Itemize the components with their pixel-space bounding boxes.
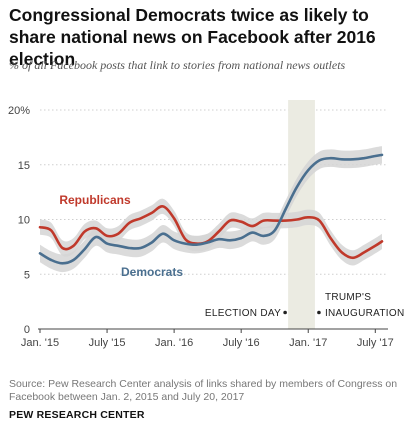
annotation-inauguration: INAUGURATION xyxy=(325,308,405,319)
election-day-marker xyxy=(283,310,287,315)
x-tick-label: Jan. '16 xyxy=(155,337,193,349)
x-tick-label: Jan. '15 xyxy=(21,337,59,349)
y-axis-ticks: 0 5 10 15 20% xyxy=(8,105,30,336)
y-tick-label: 0 xyxy=(24,324,30,336)
series-line xyxy=(38,153,384,265)
democrats-label: Democrats xyxy=(121,265,183,279)
confidence-bands xyxy=(40,146,382,273)
x-tick-label: Jan. '17 xyxy=(289,337,327,349)
source-note: Source: Pew Research Center analysis of … xyxy=(9,378,398,403)
brand-footer: PEW RESEARCH CENTER xyxy=(9,409,145,421)
chart-subtitle: % of all Facebook posts that link to sto… xyxy=(9,58,346,72)
annotation-election-day: ELECTION DAY xyxy=(205,308,281,319)
x-axis-ticks: Jan. '15 July '15 Jan. '16 July '16 Jan. '17… xyxy=(21,329,394,349)
y-tick-label: 5 xyxy=(24,269,30,281)
inauguration-marker xyxy=(317,310,321,315)
x-tick-label: July '17 xyxy=(357,337,394,349)
annotation-trump: TRUMP'S xyxy=(325,292,371,303)
series-line xyxy=(38,205,384,260)
annotations: ELECTION DAY TRUMP'S INAUGURATION xyxy=(205,292,405,319)
y-tick-label: 10 xyxy=(18,215,30,227)
confidence-band xyxy=(40,198,382,266)
series-lines xyxy=(38,153,384,265)
line-chart: 0 5 10 15 20% Jan. '15 July '15 Jan. '16 July '… xyxy=(8,100,405,349)
y-tick-label: 15 xyxy=(18,160,30,172)
chart-title: Congressional Democrats twice as likely … xyxy=(9,5,376,69)
confidence-band xyxy=(40,146,382,273)
republicans-label: Republicans xyxy=(59,193,131,207)
x-tick-label: July '16 xyxy=(223,337,260,349)
x-tick-label: July '15 xyxy=(89,337,126,349)
y-tick-label: 20% xyxy=(8,105,30,117)
